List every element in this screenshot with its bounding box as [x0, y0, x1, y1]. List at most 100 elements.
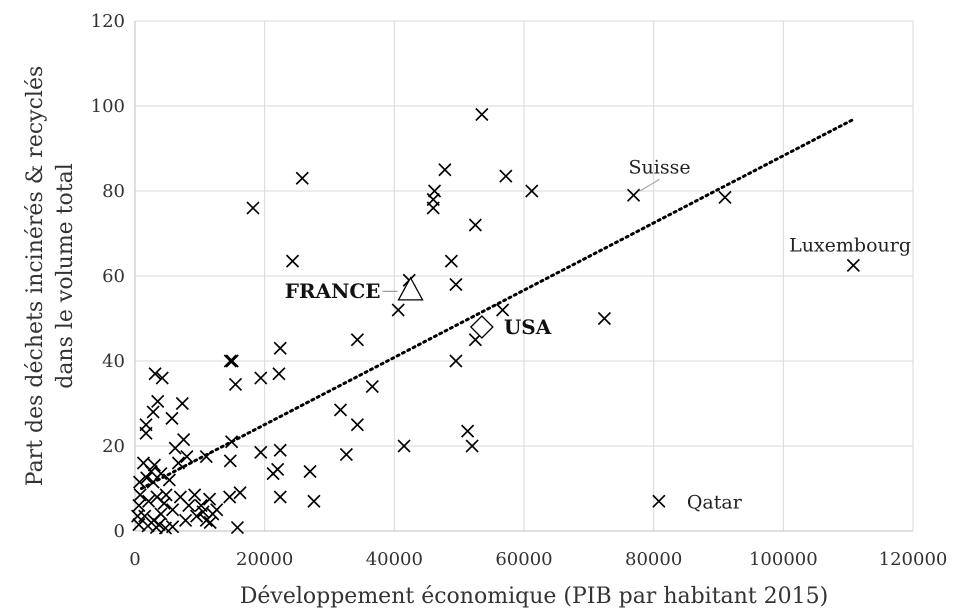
data-point [230, 521, 245, 535]
y-tick-label: 20 [102, 436, 125, 457]
data-point [154, 507, 168, 521]
data-point [333, 403, 348, 417]
data-point [225, 354, 239, 368]
data-point [223, 490, 237, 504]
data-point [168, 441, 182, 455]
data-point [179, 513, 193, 527]
data-point [180, 450, 194, 464]
data-point [846, 258, 860, 272]
x-tick-label: 0 [129, 549, 140, 570]
y-tick-label: 60 [102, 266, 125, 287]
data-point [233, 486, 247, 500]
data-point [223, 354, 237, 368]
data-point [254, 371, 268, 385]
data-point [142, 494, 156, 508]
data-point [266, 467, 280, 481]
data-point [210, 503, 224, 517]
annotations: Suisse Luxembourg Qatar [629, 156, 911, 513]
data-point [438, 163, 452, 177]
suisse-label: Suisse [629, 156, 691, 178]
highlight-markers: FRANCE USA [285, 276, 552, 339]
x-tick-label: 80000 [625, 549, 682, 570]
data-point [426, 201, 440, 215]
data-point [391, 303, 405, 317]
x-axis-title: Développement économique (PIB par habita… [240, 584, 829, 609]
france-label: FRANCE [285, 279, 381, 303]
data-point [652, 494, 666, 508]
data-point [499, 169, 513, 183]
data-point [202, 492, 217, 506]
data-point [132, 475, 147, 489]
usa-label: USA [504, 315, 552, 339]
data-point [225, 435, 239, 449]
data-point [339, 447, 353, 462]
y-axis-title-line1: Part des déchets incinérés & recyclés [23, 66, 48, 487]
data-point [146, 475, 160, 489]
data-point [175, 396, 189, 411]
data-point [141, 519, 155, 533]
qatar-label: Qatar [687, 491, 743, 513]
data-point [151, 394, 165, 408]
tick-labels: 0 20 40 60 80 100 120 0 20000 40000 60000 80000 1000… [91, 11, 948, 570]
trendline [139, 117, 857, 490]
data-point [165, 411, 179, 425]
suisse-leader-line [639, 178, 660, 192]
x-tick-label: 60000 [495, 549, 552, 570]
data-point [465, 439, 479, 453]
data-point [365, 379, 379, 394]
data-point [273, 443, 287, 457]
data-point [303, 464, 317, 479]
data-point [190, 509, 204, 523]
data-point [273, 341, 287, 355]
data-point [627, 188, 641, 202]
y-tick-label: 40 [102, 351, 125, 372]
data-point [295, 171, 309, 185]
data-point [475, 107, 489, 122]
data-point [157, 496, 171, 510]
data-point [307, 494, 321, 508]
data-point [246, 201, 260, 215]
data-point [461, 424, 475, 438]
trendline-group [139, 117, 857, 490]
data-point [159, 488, 173, 502]
axes [134, 21, 913, 532]
data-point [468, 218, 482, 232]
data-point [166, 503, 180, 517]
data-point [203, 515, 217, 530]
data-point [285, 254, 300, 268]
data-point [199, 450, 213, 464]
data-point [147, 458, 162, 472]
y-axis-title-line2: dans le volume total [53, 163, 78, 389]
x-tick-label: 40000 [366, 549, 423, 570]
y-tick-label: 0 [114, 521, 125, 542]
data-point [272, 367, 286, 381]
data-point [350, 333, 364, 347]
data-point [148, 367, 162, 381]
data-point [158, 521, 173, 535]
y-tick-label: 100 [91, 96, 125, 117]
x-tick-label: 20000 [236, 549, 293, 570]
data-point [350, 418, 364, 432]
data-point [718, 190, 732, 204]
data-point [254, 445, 268, 459]
data-point [525, 184, 539, 198]
data-point [597, 311, 611, 326]
data-point [146, 405, 160, 419]
data-point [444, 254, 458, 268]
data-point [449, 277, 463, 292]
data-point [397, 439, 411, 453]
data-points [131, 107, 860, 535]
data-point [133, 488, 147, 502]
x-tick-label: 120000 [879, 549, 948, 570]
data-point [155, 371, 169, 385]
luxembourg-label: Luxembourg [789, 234, 911, 256]
data-point [199, 513, 213, 527]
data-point [273, 490, 287, 504]
data-point [449, 354, 463, 368]
data-point [182, 498, 196, 513]
data-point [132, 498, 146, 513]
usa-marker [469, 315, 494, 339]
x-tick-label: 100000 [749, 549, 818, 570]
